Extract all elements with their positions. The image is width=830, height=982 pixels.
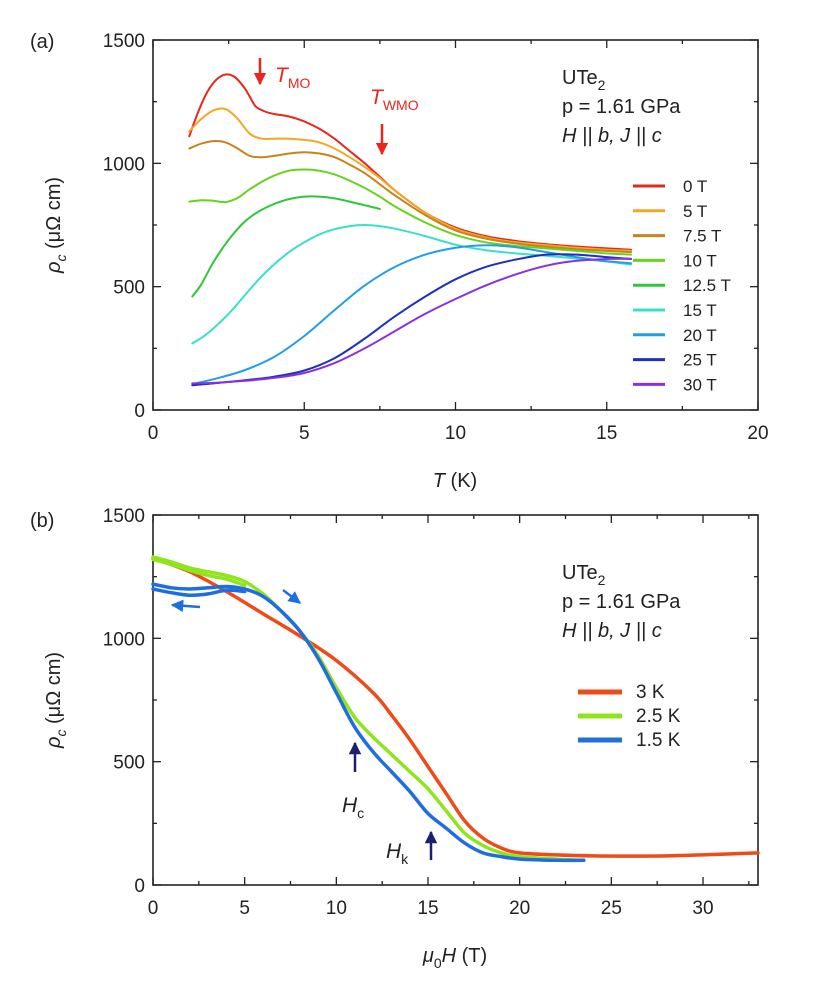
panel-a-ylabel: ρc (μΩ cm) — [43, 177, 69, 274]
twmo-label: TWMO — [370, 86, 419, 113]
panel-b-ylabel: ρc (μΩ cm) — [43, 652, 69, 749]
series-a-8 — [191, 257, 632, 385]
legend-label-a-7: 25 T — [683, 351, 717, 370]
panel-a-material: UTe2 — [562, 67, 606, 93]
y-tick-label-a: 0 — [134, 401, 145, 422]
legend-label-b-0: 3 K — [636, 682, 665, 703]
x-tick-label-a: 20 — [747, 423, 768, 444]
panel-a-info: UTe2 p = 1.61 GPa H || b, J || c — [562, 67, 681, 147]
x-tick-label-b: 25 — [601, 898, 622, 919]
series-a-0 — [188, 73, 632, 251]
series-a-6 — [191, 244, 632, 386]
series-a-3 — [188, 168, 632, 256]
panel-a-xlabel: T (K) — [433, 470, 477, 492]
series-a-2 — [188, 140, 632, 254]
series-a-1 — [188, 107, 632, 252]
legend-label-a-4: 12.5 T — [683, 276, 731, 295]
series-a-5 — [191, 224, 632, 345]
y-tick-label-b: 1000 — [103, 629, 145, 650]
x-tick-label-b: 30 — [692, 898, 713, 919]
x-tick-label-b: 0 — [148, 898, 159, 919]
x-tick-label-b: 5 — [239, 898, 250, 919]
x-tick-label-a: 5 — [299, 423, 310, 444]
legend-label-a-6: 20 T — [683, 326, 717, 345]
panel-a-axes: 0 5 10 15 20 0 500 1000 1500 — [103, 31, 769, 444]
series-a-4 — [191, 195, 381, 298]
panel-b-curves — [151, 555, 760, 863]
panel-b-xlabel: μ0H (T) — [422, 945, 487, 971]
x-tick-label-b: 20 — [509, 898, 530, 919]
x-tick-label-b: 15 — [417, 898, 438, 919]
hc-label: Hc — [342, 794, 364, 821]
panel-a: (a) 0 5 10 15 20 0 500 1000 1500 T (K) ρc (μΩ cm… — [30, 31, 769, 492]
series-b-1 — [151, 555, 586, 863]
y-tick-label-a: 1500 — [103, 31, 145, 52]
panel-a-label: (a) — [30, 31, 54, 53]
y-tick-label-b: 1500 — [103, 506, 145, 527]
legend-label-a-1: 5 T — [683, 202, 707, 221]
x-tick-label-a: 0 — [148, 423, 159, 444]
plot-frame-b — [152, 514, 759, 886]
x-tick-label-a: 15 — [596, 423, 617, 444]
legend-label-a-3: 10 T — [683, 251, 717, 270]
panel-a-config: H || b, J || c — [562, 125, 662, 147]
x-tick-label-b: 10 — [326, 898, 347, 919]
y-tick-label-b: 0 — [134, 876, 145, 897]
y-tick-label-a: 500 — [113, 278, 145, 299]
panel-a-pressure: p = 1.61 GPa — [562, 96, 681, 118]
legend-label-a-0: 0 T — [683, 177, 707, 196]
series-b-0 — [151, 556, 760, 858]
panel-b-info: UTe2 p = 1.61 GPa H || b, J || c — [562, 562, 681, 642]
x-tick-label-a: 10 — [445, 423, 466, 444]
y-tick-label-a: 1000 — [103, 154, 145, 175]
legend-label-a-2: 7.5 T — [683, 227, 721, 246]
panel-b-material: UTe2 — [562, 562, 606, 588]
panel-b: (b) 0 5 10 15 20 25 30 0 500 1000 1500 μ0H (T) ρc … — [30, 506, 760, 971]
panel-a-curves — [188, 73, 632, 387]
series-b-3 — [151, 587, 247, 597]
legend-label-b-1: 2.5 K — [636, 706, 681, 727]
panel-b-legend: 3 K 2.5 K 1.5 K — [578, 682, 681, 751]
panel-a-legend: 0 T 5 T 7.5 T 10 T 12.5 T 15 T 20 T 25 T 30 T — [633, 177, 731, 394]
y-tick-label-b: 500 — [113, 753, 145, 774]
legend-label-a-5: 15 T — [683, 301, 717, 320]
panel-a-annotations: TMO TWMO — [253, 58, 419, 156]
legend-label-a-8: 30 T — [683, 375, 717, 394]
sweep-down-arrow — [170, 599, 201, 613]
hk-label: Hk — [386, 840, 409, 867]
panel-b-axes: 0 5 10 15 20 25 30 0 500 1000 1500 — [103, 506, 759, 919]
panel-b-label: (b) — [30, 510, 54, 532]
series-b-4 — [151, 557, 247, 588]
panel-b-annotations: Hc Hk — [170, 589, 438, 867]
series-b-2 — [151, 582, 586, 863]
sweep-up-arrow — [282, 589, 301, 604]
tmo-label: TMO — [275, 64, 310, 91]
panel-b-pressure: p = 1.61 GPa — [562, 591, 681, 613]
legend-label-b-2: 1.5 K — [636, 730, 681, 751]
panel-b-config: H || b, J || c — [562, 620, 662, 642]
